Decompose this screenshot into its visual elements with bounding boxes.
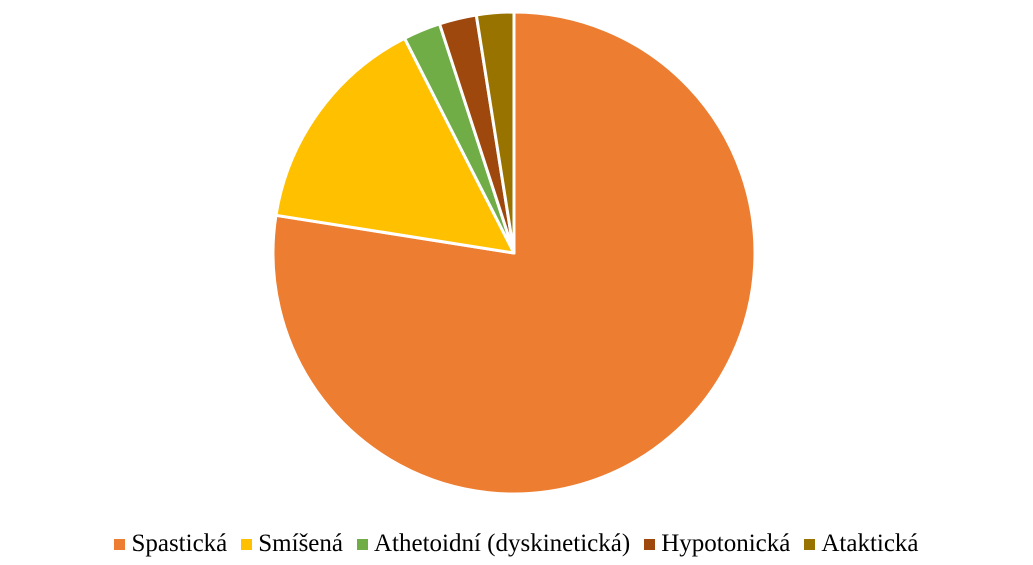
legend-label: Hypotonická: [661, 530, 791, 557]
legend-label: Smíšená: [258, 530, 343, 557]
legend-item: Ataktická: [804, 530, 919, 558]
legend-swatch: [804, 538, 816, 550]
legend-label: Athetoidní (dyskinetická): [374, 530, 631, 557]
legend-swatch: [357, 538, 368, 550]
legend-label: Ataktická: [821, 530, 919, 557]
legend-item: Smíšená: [241, 530, 343, 558]
legend-item: Athetoidní (dyskinetická): [357, 530, 630, 558]
legend-swatch: [114, 538, 126, 550]
pie-slice: [274, 36, 516, 255]
legend-item: Spastická: [114, 530, 227, 558]
chart: [271, 10, 757, 496]
legend-label: Spastická: [131, 530, 228, 557]
legend-swatch: [644, 538, 656, 550]
pie-slice: [474, 10, 516, 255]
legend-item: Hypotonická: [644, 530, 790, 558]
legend: Spastická Smíšená Athetoidní (dyskinetická…: [0, 530, 1033, 558]
pie-slice: [271, 10, 757, 496]
legend-swatch: [241, 538, 253, 550]
